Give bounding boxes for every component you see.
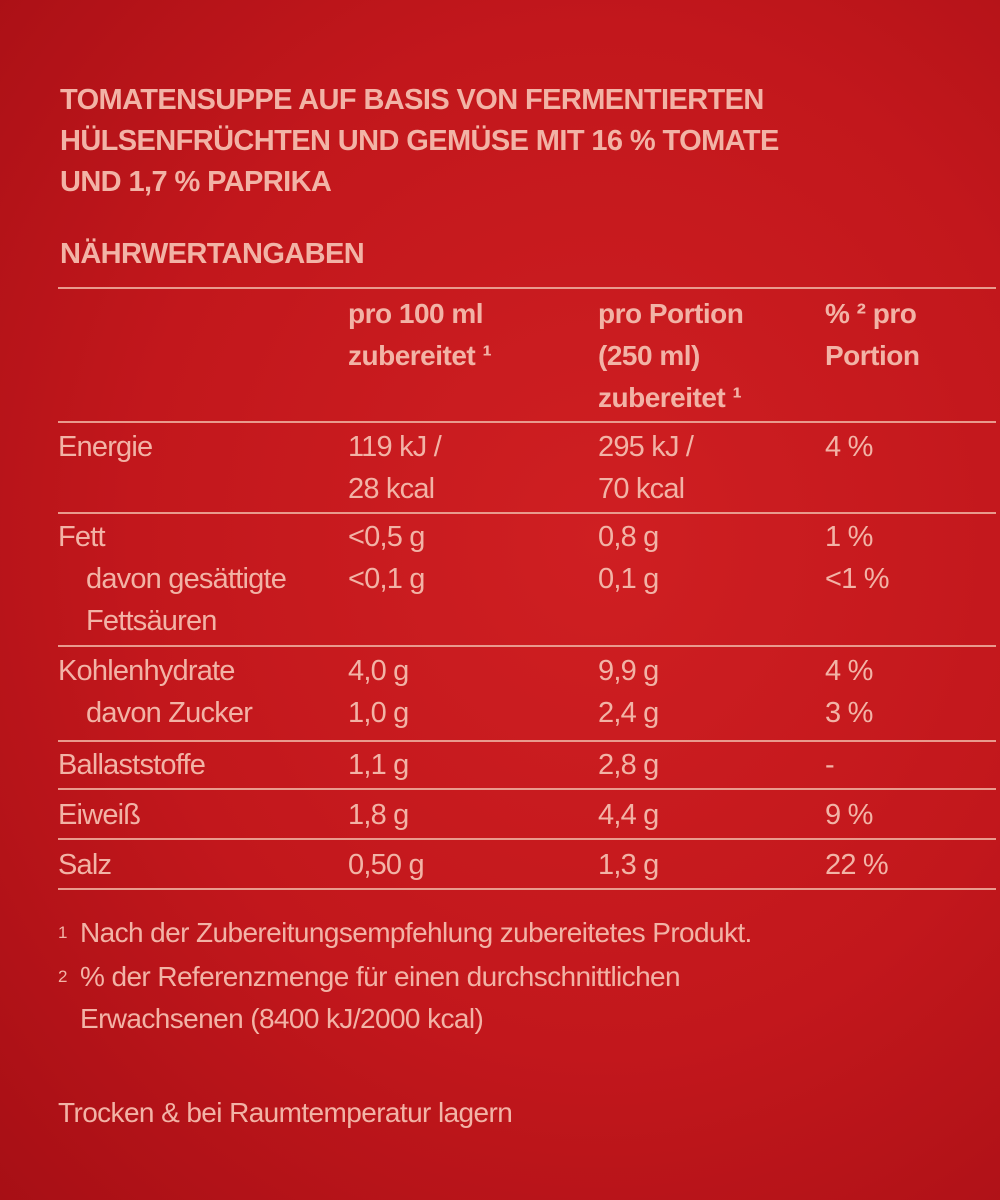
- footnote-mark: 1: [58, 923, 67, 942]
- cell: 119 kJ / 28 kcal: [348, 431, 442, 505]
- row-label: Eiweiß: [58, 799, 141, 831]
- row-label: Ballaststoffe: [58, 749, 206, 781]
- cell: 9,9 g: [598, 655, 659, 687]
- table-rule: [58, 421, 996, 423]
- cell: 1,1 g: [348, 749, 409, 781]
- cell: 1,3 g: [598, 849, 659, 881]
- cell: -: [825, 749, 835, 781]
- table-rule: [58, 788, 996, 790]
- table-rule: [58, 740, 996, 742]
- table-rule: [58, 838, 996, 840]
- cell: 2,4 g: [598, 697, 659, 729]
- cell: 0,50 g: [348, 849, 425, 881]
- table-rule: [58, 645, 996, 647]
- column-header: % ² pro Portion: [825, 298, 920, 371]
- cell: <0,1 g: [348, 563, 425, 595]
- cell: 4,4 g: [598, 799, 659, 831]
- cell: 1,0 g: [348, 697, 409, 729]
- table-rule: [58, 888, 996, 890]
- cell: 1 %: [825, 521, 873, 553]
- section-heading: NÄHRWERTANGABEN: [60, 238, 365, 270]
- cell: 22 %: [825, 849, 889, 881]
- title-line: UND 1,7 % PAPRIKA: [60, 166, 332, 198]
- cell: 4 %: [825, 655, 873, 687]
- row-label: Fett: [58, 521, 106, 553]
- column-header: pro 100 ml zubereitet ¹: [348, 298, 492, 371]
- title-line: HÜLSENFRÜCHTEN UND GEMÜSE MIT 16 % TOMAT…: [60, 125, 779, 157]
- row-label: Salz: [58, 849, 112, 881]
- cell: 295 kJ / 70 kcal: [598, 431, 694, 505]
- table-rule: [58, 512, 996, 514]
- column-header: pro Portion (250 ml) zubereitet ¹: [598, 298, 744, 413]
- footnote-text: % der Referenzmenge für einen durchschni…: [80, 961, 681, 1034]
- cell: 0,8 g: [598, 521, 659, 553]
- footnote-text: Nach der Zubereitungsempfehlung zubereit…: [80, 917, 752, 948]
- cell: 4,0 g: [348, 655, 409, 687]
- row-label: Kohlenhydrate: [58, 655, 235, 687]
- cell: 0,1 g: [598, 563, 659, 595]
- cell: 1,8 g: [348, 799, 409, 831]
- cell: 4 %: [825, 431, 873, 463]
- cell: <1 %: [825, 563, 890, 595]
- cell: 9 %: [825, 799, 873, 831]
- row-label: davon gesättigte Fettsäuren: [86, 563, 287, 637]
- cell: 3 %: [825, 697, 873, 729]
- cell: <0,5 g: [348, 521, 425, 553]
- cell: 2,8 g: [598, 749, 659, 781]
- title-line: TOMATENSUPPE AUF BASIS VON FERMENTIERTEN: [60, 84, 764, 116]
- row-label: davon Zucker: [86, 697, 253, 729]
- footnote-mark: 2: [58, 967, 67, 986]
- row-label: Energie: [58, 431, 153, 463]
- storage-note: Trocken & bei Raumtemperatur lagern: [58, 1097, 513, 1128]
- table-rule: [58, 287, 996, 289]
